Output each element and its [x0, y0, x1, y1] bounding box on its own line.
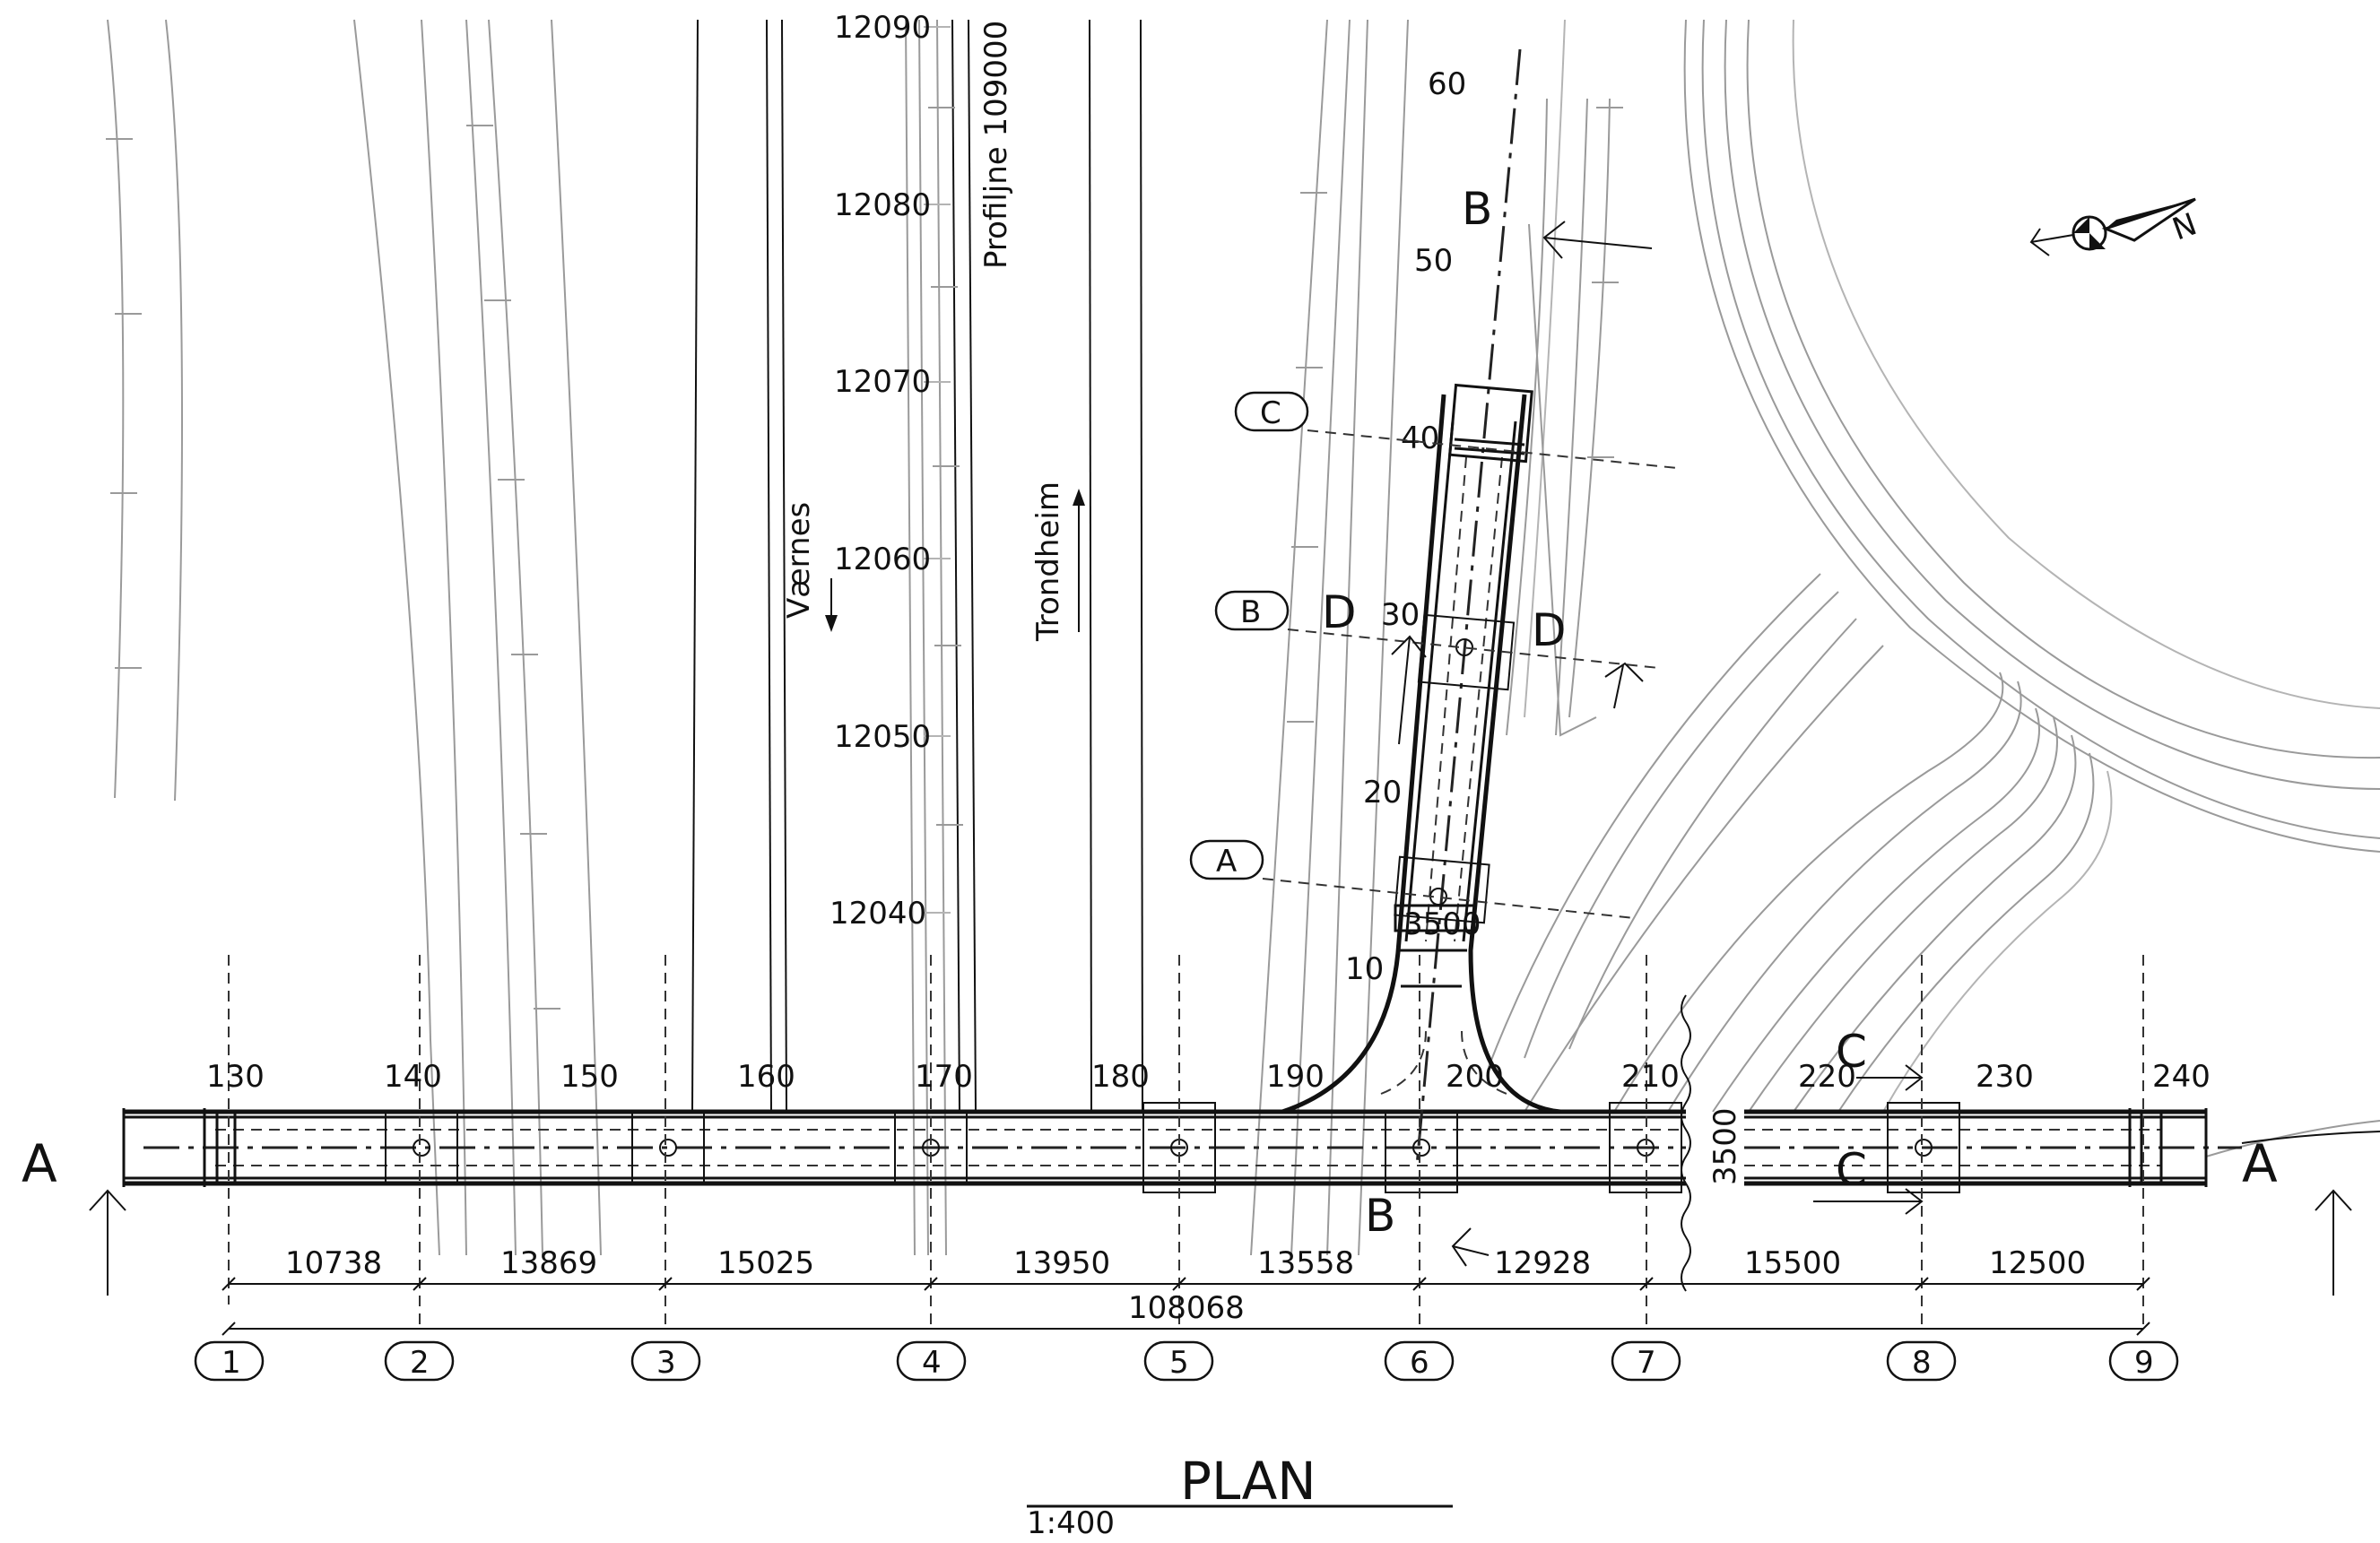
svg-text:B: B [1462, 183, 1492, 235]
profile-line-label: Profiljne 109000 [978, 21, 1014, 269]
svg-text:A: A [2242, 1133, 2278, 1194]
axis-label: 4 [896, 1340, 967, 1382]
chainage-label: 150 [560, 1059, 619, 1095]
span-dimension: 13869 [500, 1245, 597, 1281]
branch-chainage-label: 40 [1401, 420, 1439, 456]
svg-text:PLAN: PLAN [1180, 1451, 1316, 1512]
ordinate-ticks [924, 26, 951, 914]
chainage-label: 190 [1266, 1059, 1325, 1095]
svg-text:B: B [1365, 1190, 1395, 1242]
section-marker-c-bottom: C [1813, 1144, 1924, 1215]
chainage-label: 230 [1976, 1059, 2034, 1095]
span-dimension: 12500 [1989, 1245, 2086, 1281]
span-dimension: 15025 [717, 1245, 814, 1281]
chainage-label: 160 [737, 1059, 795, 1095]
svg-text:D: D [1532, 604, 1567, 656]
svg-text:5: 5 [1169, 1345, 1189, 1381]
main-culvert [122, 994, 2242, 1292]
section-marker-b-top: B [1462, 183, 1653, 259]
arrow-down-icon [825, 578, 838, 632]
svg-text:4: 4 [922, 1345, 942, 1381]
section-marker-c-top: C [1836, 1026, 1924, 1091]
axis-label: 7 [1611, 1340, 1681, 1382]
chainage-label: 170 [915, 1059, 973, 1095]
total-dimension: 108068 [1128, 1290, 1245, 1326]
svg-text:C: C [1260, 395, 1281, 431]
chainage-label: 180 [1091, 1059, 1150, 1095]
dimension-lines [221, 1277, 2150, 1336]
axis-label: 9 [2108, 1340, 2179, 1382]
svg-text:A: A [22, 1133, 57, 1194]
branch-chainage-label: 60 [1428, 66, 1466, 102]
axis-label: 5 [1143, 1340, 1214, 1382]
direction-trondheim-label: Trondheim [1030, 481, 1066, 642]
chainage-label: 240 [2152, 1059, 2211, 1095]
svg-text:C: C [1836, 1144, 1867, 1196]
span-dimension: 13558 [1257, 1245, 1354, 1281]
span-dimension: 15500 [1744, 1245, 1841, 1281]
svg-text:7: 7 [1637, 1345, 1656, 1381]
chainage-label: 200 [1446, 1059, 1504, 1095]
section-callout-b: B [1214, 590, 1660, 669]
chainage-ticks [228, 955, 2144, 1327]
ordinate-label: 12050 [834, 719, 931, 755]
axis-label: 2 [384, 1340, 455, 1382]
section-callout-a: A [1189, 839, 1635, 919]
svg-text:9: 9 [2134, 1345, 2154, 1381]
branch-width-dim: 3500 [1403, 906, 1481, 942]
svg-text:1:400: 1:400 [1027, 1505, 1115, 1541]
svg-text:2: 2 [410, 1345, 430, 1381]
axis-label: 3 [630, 1340, 701, 1382]
span-dimension: 10738 [285, 1245, 382, 1281]
svg-text:N: N [2167, 206, 2202, 247]
ordinate-label: 12070 [834, 364, 931, 400]
axis-label: 1 [194, 1340, 265, 1382]
chainage-label: 210 [1621, 1059, 1680, 1095]
svg-text:D: D [1322, 586, 1357, 638]
section-callout-c: C [1234, 391, 1678, 469]
svg-text:3: 3 [656, 1345, 676, 1381]
svg-text:C: C [1836, 1026, 1867, 1078]
section-marker-a-left: A [22, 1133, 126, 1296]
branch-chainage-label: 30 [1381, 597, 1420, 633]
section-marker-d-right: D [1532, 604, 1644, 709]
chainage-label: 130 [206, 1059, 265, 1095]
north-arrow-icon: N [2029, 197, 2202, 256]
svg-text:1: 1 [221, 1345, 241, 1381]
ordinate-label: 12060 [834, 542, 931, 577]
branch-chainage-label: 20 [1363, 775, 1402, 811]
section-marker-d-left: D [1322, 586, 1427, 745]
section-marker-b-bottom: B [1365, 1190, 1490, 1267]
svg-text:A: A [1216, 844, 1237, 880]
chainage-label: 220 [1798, 1059, 1856, 1095]
chainage-label: 140 [384, 1059, 442, 1095]
branch-chainage-label: 50 [1414, 243, 1453, 279]
arrow-up-icon [1073, 489, 1085, 632]
ordinate-label: 12090 [834, 10, 931, 46]
axis-label: 8 [1886, 1340, 1957, 1382]
terrain-lines [106, 19, 2380, 1256]
axis-label: 6 [1384, 1340, 1455, 1382]
svg-text:B: B [1240, 594, 1261, 630]
plan-title: PLAN 1:400 [1027, 1451, 1453, 1541]
direction-varnes-label: Værnes [781, 502, 817, 619]
ordinate-label: 12080 [834, 187, 931, 223]
svg-text:8: 8 [1912, 1345, 1932, 1381]
main-width-dim: 3500 [1707, 1107, 1743, 1185]
branch-culvert [1281, 48, 1561, 1166]
section-marker-a-right: A [2242, 1133, 2352, 1296]
ordinate-label: 12040 [830, 896, 926, 932]
road-ticks [106, 107, 1623, 1010]
svg-text:6: 6 [1410, 1345, 1429, 1381]
span-dimension: 12928 [1494, 1245, 1591, 1281]
span-dimension: 13950 [1013, 1245, 1110, 1281]
branch-chainage-label: 10 [1345, 951, 1384, 987]
